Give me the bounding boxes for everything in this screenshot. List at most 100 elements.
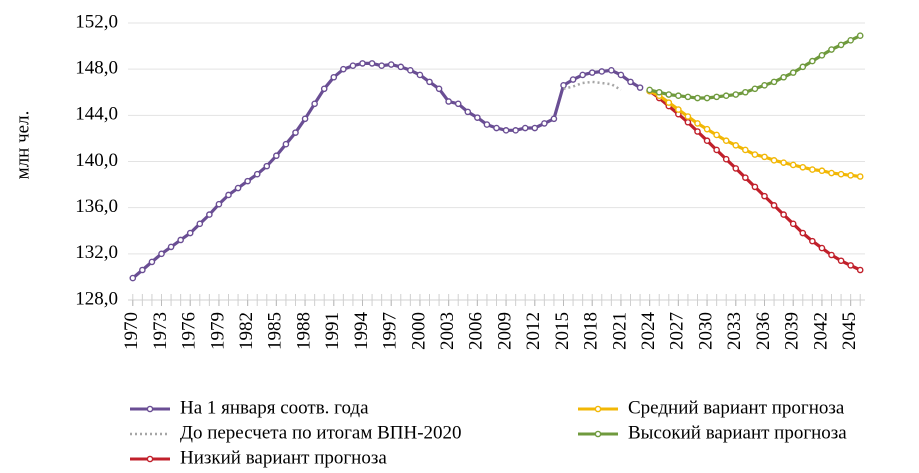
data-point	[483, 121, 491, 128]
data-point	[330, 73, 338, 81]
data-point	[340, 65, 347, 73]
legend-marker	[146, 455, 154, 463]
legend-label: До пересчета по итогам ВПН-2020	[180, 422, 462, 443]
data-point	[435, 85, 443, 93]
data-point	[311, 100, 318, 108]
data-point	[713, 93, 720, 101]
data-point	[703, 125, 711, 133]
data-point	[751, 151, 759, 158]
y-axis-label: млн чел.	[12, 111, 33, 180]
data-point	[636, 84, 644, 91]
x-tick-label: 1973	[150, 312, 171, 350]
data-point	[177, 236, 184, 244]
data-point	[828, 169, 835, 177]
data-point	[837, 257, 845, 265]
y-tick-label: 148,0	[75, 58, 118, 79]
data-point	[206, 211, 213, 218]
data-point	[407, 67, 414, 74]
data-point	[292, 129, 299, 136]
series-line	[563, 80, 622, 91]
data-point	[818, 167, 826, 175]
data-point	[799, 63, 807, 71]
data-point	[722, 92, 730, 100]
data-point	[617, 71, 625, 79]
legend-marker	[146, 405, 154, 413]
data-point	[761, 153, 768, 161]
data-point	[320, 85, 328, 93]
data-point	[560, 82, 567, 89]
data-point	[148, 258, 156, 266]
data-point	[761, 82, 768, 89]
data-point	[531, 124, 539, 132]
data-point	[282, 140, 290, 148]
data-point	[397, 63, 405, 71]
x-tick-label: 2042	[810, 312, 831, 350]
data-point	[512, 127, 519, 134]
data-point	[780, 211, 787, 218]
data-point	[713, 131, 720, 139]
data-point	[809, 57, 816, 65]
data-point	[713, 146, 720, 154]
data-point	[627, 78, 634, 86]
data-point	[426, 78, 433, 86]
data-point	[158, 250, 165, 258]
data-point	[722, 155, 730, 163]
series-line	[131, 61, 641, 280]
x-tick-label: 1982	[236, 312, 257, 350]
data-point	[359, 60, 366, 67]
data-point	[828, 46, 835, 53]
y-tick-label: 128,0	[75, 288, 118, 309]
x-tick-label: 1994	[351, 312, 372, 351]
data-point	[722, 137, 730, 145]
data-point	[273, 152, 280, 160]
x-tick-label: 2045	[839, 312, 860, 350]
legend-marker	[594, 405, 602, 413]
data-point	[761, 192, 768, 200]
data-point	[665, 91, 673, 98]
x-tick-label: 1979	[207, 312, 228, 350]
data-point	[521, 124, 529, 132]
x-tick-label: 2009	[494, 312, 515, 350]
data-point	[502, 127, 510, 134]
data-point	[186, 229, 194, 237]
x-tick-label: 2030	[695, 312, 716, 350]
data-point	[856, 266, 864, 274]
data-point	[608, 67, 615, 74]
data-point	[809, 166, 816, 173]
data-point	[454, 100, 462, 108]
data-point	[694, 94, 701, 102]
x-tick-label: 2036	[753, 312, 774, 350]
data-point	[742, 88, 749, 96]
data-point	[368, 60, 376, 67]
data-point	[751, 183, 759, 191]
x-tick-label: 2015	[552, 312, 573, 350]
data-point	[349, 62, 357, 70]
data-point	[694, 128, 701, 135]
data-point	[856, 32, 864, 39]
data-point	[301, 115, 309, 123]
data-point	[809, 237, 816, 245]
x-tick-label: 1988	[293, 312, 314, 350]
data-point	[675, 92, 682, 100]
data-point	[684, 93, 692, 101]
data-point	[847, 262, 854, 269]
data-point	[837, 41, 845, 49]
data-point	[780, 73, 787, 81]
data-point	[780, 159, 787, 166]
data-point	[196, 220, 204, 228]
data-point	[665, 99, 673, 106]
data-point	[837, 170, 845, 178]
data-point	[263, 162, 271, 170]
data-point	[598, 68, 606, 75]
x-tick-label: 1985	[265, 312, 286, 350]
data-point	[655, 88, 663, 96]
x-tick-label: 1991	[322, 312, 343, 350]
legend-label: На 1 января соотв. года	[180, 397, 369, 418]
data-point	[799, 229, 807, 237]
x-tick-label: 1976	[179, 312, 200, 350]
data-point	[675, 106, 682, 113]
data-point	[464, 108, 472, 116]
x-tick-label: 2012	[523, 312, 544, 350]
data-point	[378, 62, 385, 70]
